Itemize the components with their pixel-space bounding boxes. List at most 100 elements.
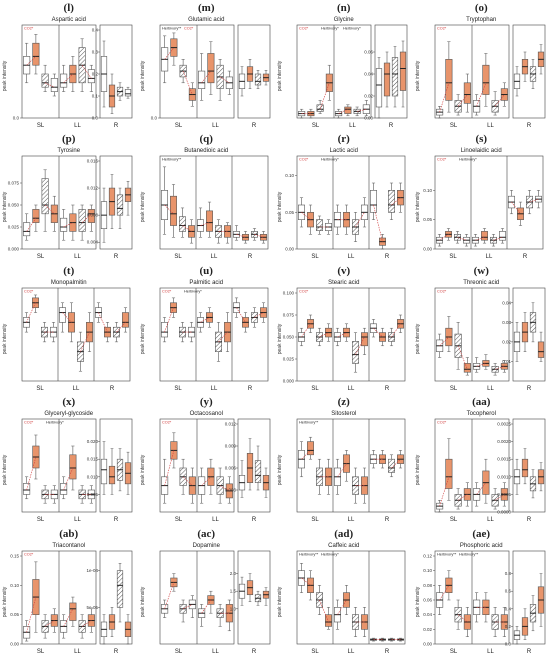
- panel-o: (o) Tryptophan peak intensity SL LL R CO2*: [413, 0, 550, 131]
- x-group-label: SL: [312, 123, 320, 129]
- y-axis-label: peak intensity: [2, 586, 8, 617]
- y-tick-label: 0.006: [224, 466, 236, 471]
- plot-frame: [159, 156, 268, 250]
- chart-title: Caffeic acid: [328, 542, 360, 549]
- plot-frame: [296, 418, 406, 513]
- stat-annotation: CO2*: [162, 421, 172, 425]
- box-r-2: [529, 594, 536, 631]
- box-body-filled: [463, 362, 471, 373]
- box-sl-3: [462, 234, 470, 247]
- trend-line: [217, 331, 228, 342]
- box-plot: peak intensity SL LL 0.01 0.02 0.03 0.04 R CO2*: [415, 287, 545, 392]
- box-r-3: [262, 70, 269, 86]
- panel-label: (s): [475, 133, 488, 146]
- panel-label: (z): [337, 396, 350, 409]
- trend-line: [355, 336, 365, 355]
- y-tick-label: 0.003: [224, 488, 236, 493]
- box-body-filled: [32, 209, 40, 224]
- y-tick-label: 0.025: [283, 356, 295, 361]
- box-ll-1: [481, 459, 489, 504]
- box-ll-2: [216, 603, 224, 627]
- box-sl-3: [50, 73, 58, 97]
- y-tick-label: 0.10: [285, 174, 294, 179]
- chart-title: Monopalmitin: [50, 279, 87, 286]
- box-body-filled: [32, 42, 40, 66]
- y-tick-label: 0.025: [8, 225, 20, 230]
- y-tick-label: 0.2: [504, 623, 511, 628]
- trend-line: [456, 237, 467, 241]
- stat-annotation: CO2*: [437, 421, 447, 425]
- x-group-label: SL: [37, 649, 45, 655]
- box-ll-2: [78, 205, 86, 241]
- trend-line: [438, 336, 449, 346]
- y-tick-label: 0.005: [87, 492, 99, 497]
- chart-title: Palmitic acid: [189, 279, 224, 286]
- trend-line: [235, 307, 246, 323]
- y-tick-label: 0.050: [283, 334, 295, 339]
- y-tick-label: 0.016: [87, 159, 99, 164]
- trend-line: [81, 619, 92, 627]
- box-ll-2: [216, 59, 224, 101]
- y-tick-label: 0.000: [283, 378, 295, 383]
- box-sl-2: [178, 208, 186, 238]
- box-r-0: [513, 321, 520, 362]
- box-r-0: [95, 302, 102, 323]
- chart-title: Lactic acid: [329, 148, 358, 155]
- box-body-filled: [122, 312, 129, 328]
- box-sl-2: [454, 599, 462, 630]
- plot-frame-secondary: [99, 418, 133, 513]
- trend-line: [301, 577, 311, 586]
- y-tick-label: 0.0: [13, 116, 20, 121]
- trend-line: [163, 205, 174, 215]
- x-group-label: LL: [74, 649, 81, 655]
- box-ll-3: [87, 608, 95, 633]
- box-ll-3: [500, 482, 508, 507]
- trend-line: [199, 316, 210, 323]
- box-r-2: [529, 469, 536, 499]
- box-r-2: [529, 59, 536, 89]
- box-sl-0: [298, 197, 305, 228]
- stat-annotation: Herbivory**: [162, 158, 182, 162]
- x-group-label: LL: [210, 254, 217, 260]
- trend-line: [235, 234, 246, 238]
- box-body-open: [370, 190, 377, 214]
- box-ll-1: [69, 596, 77, 627]
- box-ll-3: [223, 312, 231, 352]
- box-sl-1: [307, 570, 314, 600]
- y-tick-label: 0.04: [502, 300, 511, 305]
- x-group-label: R: [522, 254, 527, 260]
- trend-line: [457, 494, 468, 501]
- box-r-0: [370, 183, 377, 221]
- panel-w: (w) Threonic acid peak intensity SL LL 0.01 0.…: [413, 263, 550, 394]
- box-body-hatched: [41, 73, 49, 88]
- x-group-label: SL: [311, 649, 319, 655]
- box-ll-3: [362, 100, 370, 117]
- box-sl-1: [32, 205, 40, 233]
- box-ll-1: [481, 53, 489, 107]
- panel-v: (v) Stearic acid peak intensity 0.000 0.025 0…: [275, 263, 413, 394]
- y-tick-label: 0.8: [504, 571, 511, 576]
- trend-line: [391, 323, 401, 337]
- box-body-filled: [205, 210, 213, 233]
- box-r-2: [254, 590, 261, 606]
- y-tick-label: 0.1: [92, 94, 99, 99]
- y-tick-label: 0.04: [423, 612, 432, 617]
- box-body-hatched: [391, 57, 399, 97]
- y-tick-label: 0.02: [364, 94, 373, 99]
- x-group-label: SL: [174, 123, 182, 129]
- y-tick-label: 0.009: [224, 444, 236, 449]
- box-sl-2: [179, 459, 187, 495]
- box-r-3: [537, 44, 544, 75]
- box-r-0: [100, 441, 108, 495]
- x-group-label: LL: [487, 517, 494, 523]
- box-sl-3: [325, 606, 332, 630]
- box-ll-1: [343, 450, 350, 482]
- y-tick-label: 0.000: [8, 247, 20, 252]
- y-axis-label: peak intensity: [415, 60, 421, 91]
- x-group-label: R: [251, 517, 256, 523]
- trend-line: [338, 108, 349, 114]
- y-tick-label: 0.02: [423, 626, 432, 631]
- y-tick-label: 0.4: [92, 28, 99, 33]
- x-group-label: LL: [210, 386, 217, 392]
- box-r-3: [124, 86, 132, 99]
